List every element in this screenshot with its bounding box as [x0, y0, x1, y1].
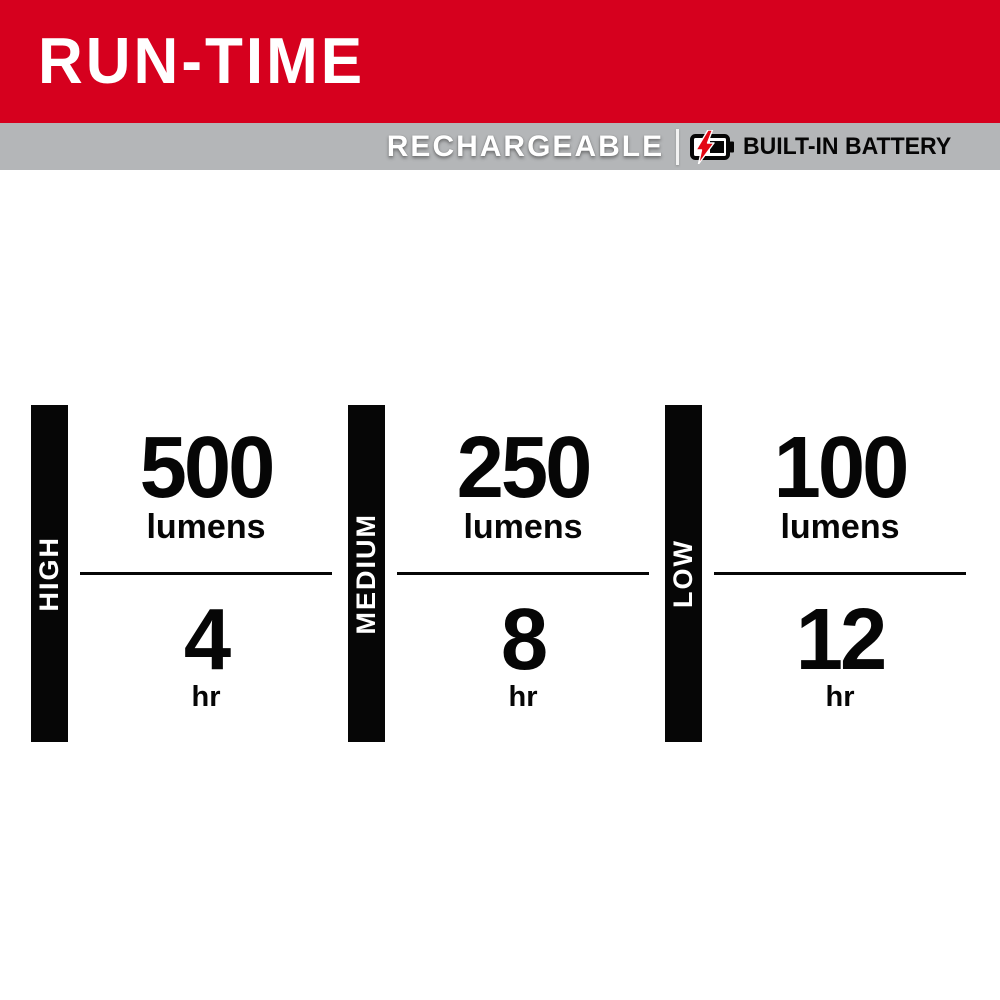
runtime-stat: 12 hr — [714, 575, 966, 742]
mode-stats: 250 lumens 8 hr — [397, 405, 649, 742]
vertical-divider — [676, 128, 680, 165]
divider-line — [714, 572, 966, 575]
runtime-unit: hr — [191, 680, 221, 713]
page-title: RUN-TIME — [38, 25, 366, 97]
divider-line — [80, 572, 332, 575]
mode-stats: 500 lumens 4 hr — [80, 405, 332, 742]
lumens-value: 500 — [139, 418, 276, 517]
lumens-unit: lumens — [146, 507, 266, 546]
lumens-value: 100 — [773, 418, 910, 517]
battery-charging-icon — [690, 129, 735, 164]
divider-line — [397, 572, 649, 575]
lumens-unit: lumens — [780, 507, 900, 546]
lumens-unit: lumens — [463, 507, 583, 546]
mode-stats: 100 lumens 12 hr — [714, 405, 966, 742]
rechargeable-label: RECHARGEABLE — [386, 129, 665, 163]
runtime-stat: 8 hr — [397, 575, 649, 742]
mode-label: LOW — [668, 539, 698, 608]
lumens-stat: 500 lumens — [80, 405, 332, 572]
mode-column-high: HIGH 500 lumens 4 hr — [31, 405, 332, 742]
runtime-value: 4 — [183, 590, 231, 689]
header-banner: RUN-TIME — [0, 0, 1000, 123]
runtime-value: 8 — [500, 590, 548, 689]
runtime-value: 12 — [795, 590, 888, 689]
mode-label: MEDIUM — [351, 512, 381, 635]
built-in-battery-label: BUILT-IN BATTERY — [743, 132, 952, 160]
mode-column-low: LOW 100 lumens 12 hr — [665, 405, 966, 742]
mode-label-bar: MEDIUM — [348, 405, 385, 742]
runtime-stat: 4 hr — [80, 575, 332, 742]
lumens-value: 250 — [456, 418, 593, 517]
mode-label-bar: LOW — [665, 405, 702, 742]
lumens-stat: 250 lumens — [397, 405, 649, 572]
runtime-unit: hr — [508, 680, 538, 713]
sub-banner: RECHARGEABLE BUILT-IN BATTERY — [0, 123, 1000, 170]
mode-column-medium: MEDIUM 250 lumens 8 hr — [348, 405, 649, 742]
lumens-stat: 100 lumens — [714, 405, 966, 572]
runtime-unit: hr — [825, 680, 855, 713]
mode-label-bar: HIGH — [31, 405, 68, 742]
run-time-grid: HIGH 500 lumens 4 hr MEDIUM 250 — [0, 405, 1000, 742]
mode-label: HIGH — [34, 535, 64, 612]
